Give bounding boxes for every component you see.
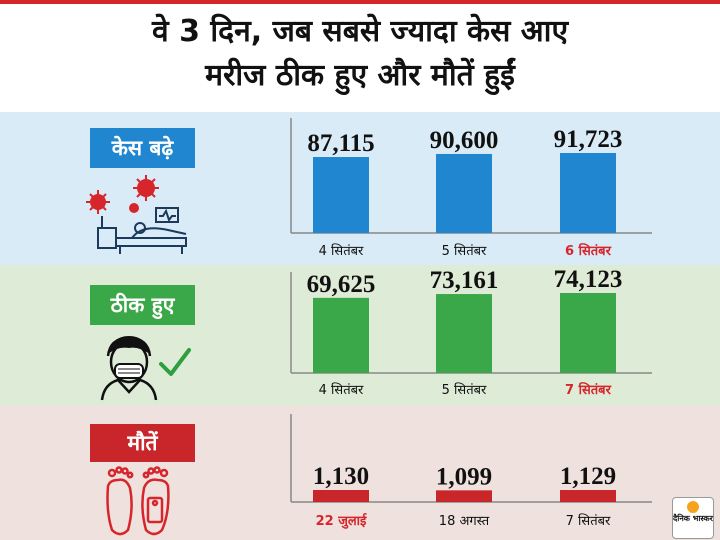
deaths-bar-1 — [313, 490, 369, 502]
recovered-value-label-3: 74,123 — [554, 266, 623, 293]
cases-category-label-1: 4 सितंबर — [319, 243, 364, 259]
cases-bar-2 — [436, 153, 492, 233]
recovered-bar-1 — [313, 297, 369, 373]
title-line-1: वे 3 दिन, जब सबसे ज्यादा केस आए — [151, 14, 569, 49]
cases-value-label-3: 91,723 — [554, 126, 623, 153]
masked-person-icon — [100, 336, 158, 401]
cases-value-label-1: 87,115 — [307, 130, 374, 157]
checkmark-icon — [159, 348, 191, 376]
deaths-badge: मौतें — [90, 424, 195, 462]
recovered-value-label-1: 69,625 — [307, 271, 376, 298]
cases-value-label-2: 90,600 — [430, 127, 499, 154]
deaths-bar-3 — [560, 490, 616, 502]
virus-hospital-bed-icon — [86, 175, 187, 254]
cases-category-label-3: 6 सितंबर — [565, 243, 612, 259]
deaths-category-label-3: 7 सितंबर — [566, 513, 611, 529]
dainik-bhaskar-logo: दैनिक भास्कर — [672, 497, 714, 539]
logo-sun-icon — [687, 501, 699, 513]
recovered-category-label-1: 4 सितंबर — [319, 382, 364, 398]
recovered-bar-2 — [436, 294, 492, 373]
cases-category-label-2: 5 सितंबर — [442, 243, 487, 259]
deaths-category-label-1: 22 जुलाई — [316, 513, 368, 529]
recovered-value-label-2: 73,161 — [430, 267, 499, 294]
deaths-bar-2 — [436, 490, 492, 502]
deaths-value-label-1: 1,130 — [313, 463, 369, 490]
deaths-value-label-2: 1,099 — [436, 463, 492, 490]
logo-text: दैनिक भास्कर — [673, 514, 713, 523]
deaths-value-label-3: 1,129 — [560, 463, 616, 490]
top-accent-line — [0, 0, 720, 4]
page-title: वे 3 दिन, जब सबसे ज्यादा केस आए मरीज ठीक… — [0, 10, 720, 98]
feet-with-tag-icon — [106, 466, 170, 536]
cases-bar-3 — [560, 153, 616, 233]
recovered-category-label-3: 7 सितंबर — [565, 382, 612, 398]
deaths-category-label-2: 18 अगस्त — [439, 514, 490, 529]
cases-badge: केस बढ़े — [90, 128, 195, 168]
title-line-2: मरीज ठीक हुए और मौतें हुईं — [205, 58, 515, 93]
recovered-category-label-2: 5 सितंबर — [442, 382, 487, 398]
recovered-badge: ठीक हुए — [90, 285, 195, 325]
recovered-bar-3 — [560, 293, 616, 373]
cases-bar-1 — [313, 157, 369, 233]
